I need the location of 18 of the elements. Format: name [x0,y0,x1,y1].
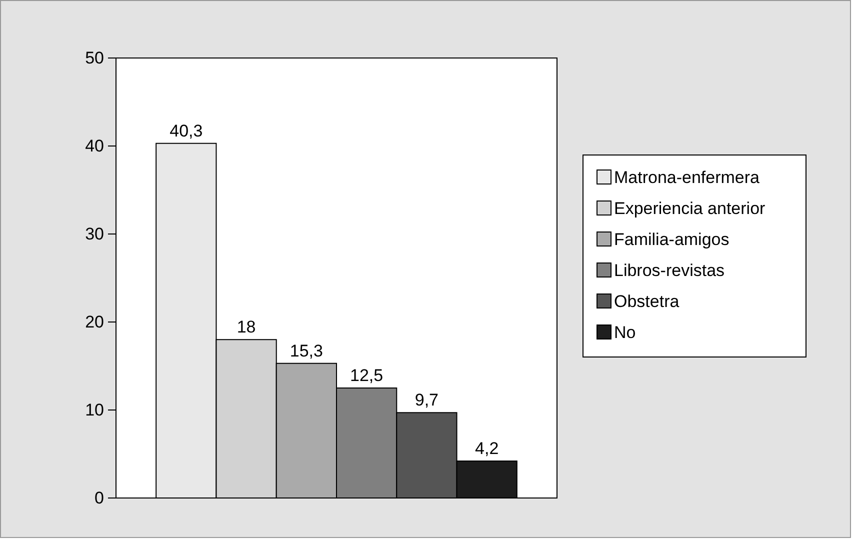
data-label: 40,3 [170,121,203,140]
legend-label: Experiencia anterior [614,199,766,218]
y-tick-label: 0 [94,488,104,508]
y-tick-label: 20 [85,312,104,332]
data-label: 4,2 [475,439,499,458]
y-tick-label: 50 [85,48,104,68]
y-tick-label: 30 [85,224,104,244]
data-label: 18 [236,318,256,337]
legend-label: No [614,323,636,342]
legend-label: Familia-amigos [614,230,730,249]
y-tick-label: 10 [85,400,104,420]
legend-label: Matrona-enfermera [614,168,760,187]
data-label: 9,7 [414,390,439,410]
y-tick-label: 40 [85,136,104,156]
data-label: 12,5 [350,366,384,385]
legend-label: Libros-revistas [614,261,725,280]
data-label: 15,3 [290,341,323,360]
legend-label: Obstetra [614,292,680,311]
